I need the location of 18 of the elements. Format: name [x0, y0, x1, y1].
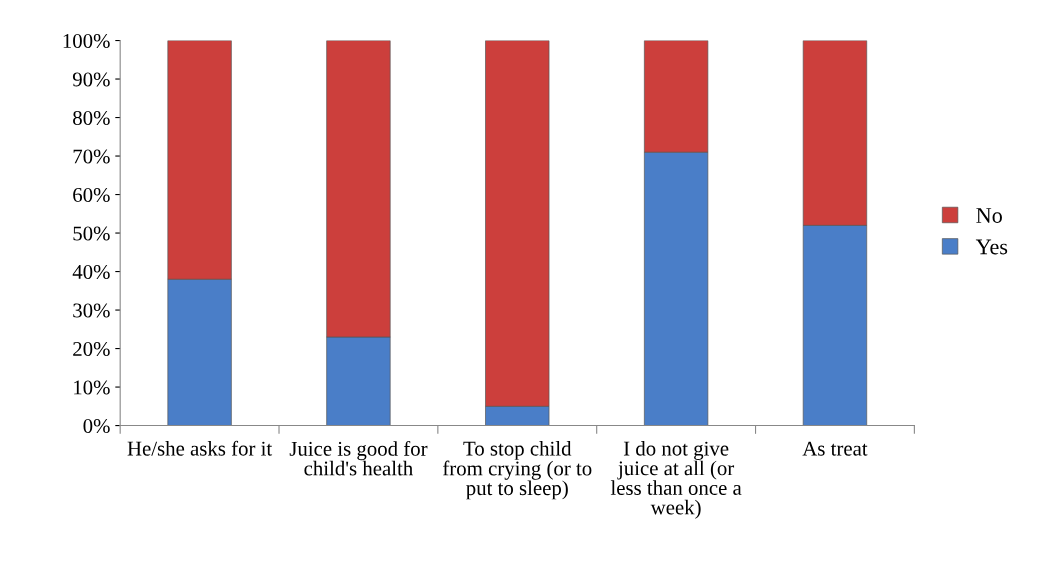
- y-tick-label: 70%: [73, 149, 110, 164]
- x-tick-label: To stop child from crying (or to put to sleep): [443, 440, 592, 500]
- legend-label: Yes: [975, 239, 1008, 255]
- y-tick-label: 50%: [73, 226, 110, 241]
- y-tick-label: 30%: [73, 303, 110, 318]
- y-tick-label: 40%: [72, 264, 110, 280]
- x-tick-label: I do not give juice at all (or less than once a week): [610, 440, 742, 519]
- y-tick-label: 20%: [73, 341, 110, 357]
- y-tick-label: 0%: [83, 418, 110, 434]
- x-tick-label: Juice is good for child's health: [289, 440, 428, 476]
- x-tick-label: He/she asks for it: [127, 440, 273, 456]
- y-tick-label: 10%: [74, 380, 110, 395]
- y-tick-label: 80%: [73, 110, 110, 126]
- legend-label: No: [976, 208, 1002, 223]
- y-tick-label: 90%: [72, 72, 110, 87]
- x-tick-label: As treat: [802, 441, 868, 456]
- y-tick-label: 100%: [63, 33, 110, 49]
- y-tick-label: 60%: [73, 187, 110, 203]
